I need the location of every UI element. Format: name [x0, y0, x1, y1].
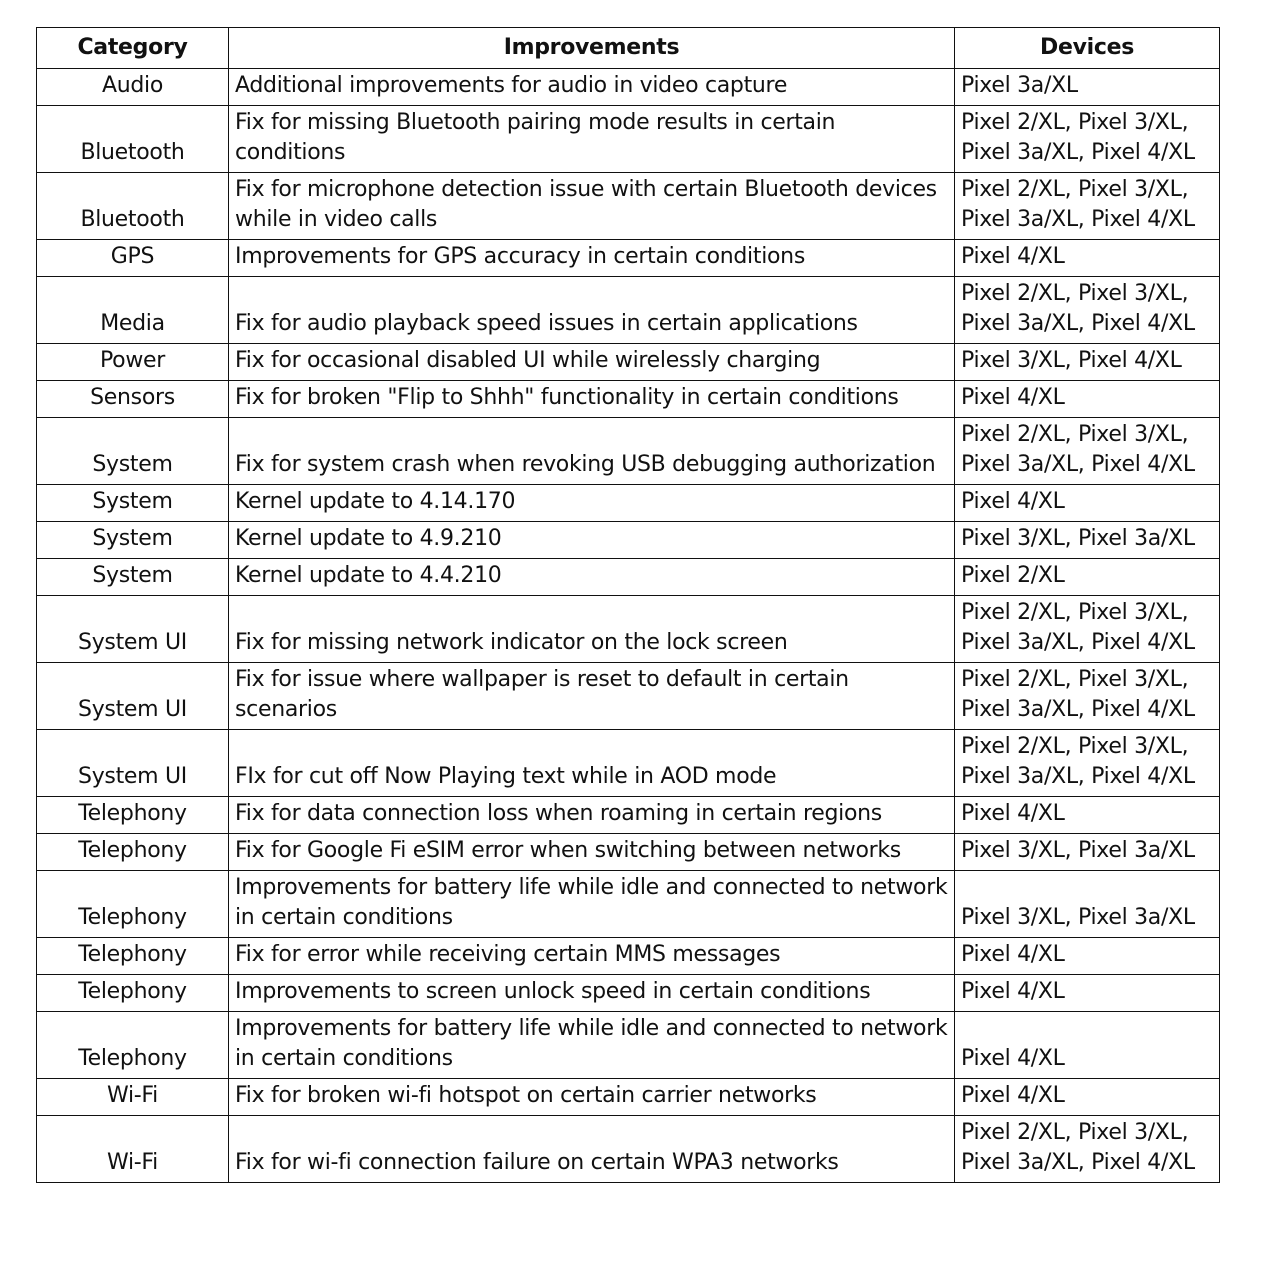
- category-cell: System UI: [36, 729, 229, 797]
- header-improvements: Improvements: [228, 27, 955, 69]
- table-row: System UI Fix for missing network indicat…: [36, 595, 1220, 663]
- devices-cell: Pixel 2/XL, Pixel 3/XL, Pixel 3a/XL, Pix…: [954, 729, 1220, 797]
- improvement-cell: Fix for wi-fi connection failure on cert…: [228, 1115, 955, 1183]
- category-cell: Telephony: [36, 937, 229, 975]
- devices-cell: Pixel 2/XL, Pixel 3/XL, Pixel 3a/XL, Pix…: [954, 662, 1220, 730]
- devices-cell: Pixel 2/XL, Pixel 3/XL, Pixel 3a/XL, Pix…: [954, 595, 1220, 663]
- improvement-cell: Kernel update to 4.4.210: [228, 558, 955, 596]
- table-row: System UI FIx for cut off Now Playing tex…: [36, 729, 1220, 797]
- table-row: Sensors Fix for broken "Flip to Shhh" fun…: [36, 380, 1220, 418]
- devices-cell: Pixel 3/XL, Pixel 3a/XL: [954, 833, 1220, 871]
- table-row: GPS Improvements for GPS accuracy in cert…: [36, 239, 1220, 277]
- improvement-cell: Kernel update to 4.14.170: [228, 484, 955, 522]
- table-row: Telephony Fix for data connection loss wh…: [36, 796, 1220, 834]
- devices-cell: Pixel 4/XL: [954, 1011, 1220, 1079]
- improvement-cell: Fix for broken wi-fi hotspot on certain …: [228, 1078, 955, 1116]
- devices-cell: Pixel 4/XL: [954, 1078, 1220, 1116]
- devices-cell: Pixel 4/XL: [954, 796, 1220, 834]
- improvements-table: Category Improvements Devices Audio Addit…: [36, 27, 1220, 1183]
- improvement-cell: Fix for missing network indicator on the…: [228, 595, 955, 663]
- table-row: Wi-Fi Fix for broken wi-fi hotspot on cer…: [36, 1078, 1220, 1116]
- table-row: Wi-Fi Fix for wi-fi connection failure on…: [36, 1115, 1220, 1183]
- category-cell: Bluetooth: [36, 105, 229, 173]
- category-cell: GPS: [36, 239, 229, 277]
- category-cell: Wi-Fi: [36, 1115, 229, 1183]
- table-row: Telephony Improvements for battery life w…: [36, 1011, 1220, 1079]
- devices-cell: Pixel 3a/XL: [954, 68, 1220, 106]
- improvement-cell: Improvements for battery life while idle…: [228, 870, 955, 938]
- header-category: Category: [36, 27, 229, 69]
- table-row: Power Fix for occasional disabled UI whil…: [36, 343, 1220, 381]
- category-cell: Wi-Fi: [36, 1078, 229, 1116]
- devices-cell: Pixel 4/XL: [954, 974, 1220, 1012]
- category-cell: Telephony: [36, 796, 229, 834]
- table-row: System Kernel update to 4.14.170 Pixel 4/X…: [36, 484, 1220, 522]
- devices-cell: Pixel 2/XL, Pixel 3/XL, Pixel 3a/XL, Pix…: [954, 1115, 1220, 1183]
- category-cell: System: [36, 558, 229, 596]
- improvement-cell: Kernel update to 4.9.210: [228, 521, 955, 559]
- table-row: Media Fix for audio playback speed issues…: [36, 276, 1220, 344]
- devices-cell: Pixel 4/XL: [954, 239, 1220, 277]
- table-row: Telephony Improvements to screen unlock s…: [36, 974, 1220, 1012]
- table-row: System Fix for system crash when revoking…: [36, 417, 1220, 485]
- category-cell: Sensors: [36, 380, 229, 418]
- improvement-cell: Improvements for battery life while idle…: [228, 1011, 955, 1079]
- table-row: System Kernel update to 4.9.210 Pixel 3/XL…: [36, 521, 1220, 559]
- improvement-cell: Fix for Google Fi eSIM error when switch…: [228, 833, 955, 871]
- devices-cell: Pixel 4/XL: [954, 484, 1220, 522]
- devices-cell: Pixel 3/XL, Pixel 4/XL: [954, 343, 1220, 381]
- table-row: Audio Additional improvements for audio i…: [36, 68, 1220, 106]
- devices-cell: Pixel 3/XL, Pixel 3a/XL: [954, 870, 1220, 938]
- devices-cell: Pixel 3/XL, Pixel 3a/XL: [954, 521, 1220, 559]
- table-body: Audio Additional improvements for audio i…: [36, 68, 1220, 1183]
- table-row: Bluetooth Fix for missing Bluetooth pairi…: [36, 105, 1220, 173]
- table-row: Bluetooth Fix for microphone detection is…: [36, 172, 1220, 240]
- improvement-cell: Improvements for GPS accuracy in certain…: [228, 239, 955, 277]
- improvement-cell: Improvements to screen unlock speed in c…: [228, 974, 955, 1012]
- header-row: Category Improvements Devices: [36, 27, 1220, 69]
- improvement-cell: FIx for cut off Now Playing text while i…: [228, 729, 955, 797]
- category-cell: Telephony: [36, 833, 229, 871]
- table-row: System UI Fix for issue where wallpaper i…: [36, 662, 1220, 730]
- category-cell: Telephony: [36, 974, 229, 1012]
- table-row: Telephony Fix for error while receiving c…: [36, 937, 1220, 975]
- devices-cell: Pixel 2/XL: [954, 558, 1220, 596]
- table-row: Telephony Improvements for battery life w…: [36, 870, 1220, 938]
- improvement-cell: Fix for error while receiving certain MM…: [228, 937, 955, 975]
- category-cell: Telephony: [36, 1011, 229, 1079]
- devices-cell: Pixel 4/XL: [954, 937, 1220, 975]
- improvement-cell: Fix for data connection loss when roamin…: [228, 796, 955, 834]
- improvement-cell: Fix for occasional disabled UI while wir…: [228, 343, 955, 381]
- category-cell: System: [36, 417, 229, 485]
- devices-cell: Pixel 2/XL, Pixel 3/XL, Pixel 3a/XL, Pix…: [954, 276, 1220, 344]
- category-cell: Power: [36, 343, 229, 381]
- category-cell: System: [36, 484, 229, 522]
- improvement-cell: Additional improvements for audio in vid…: [228, 68, 955, 106]
- improvement-cell: Fix for missing Bluetooth pairing mode r…: [228, 105, 955, 173]
- improvement-cell: Fix for issue where wallpaper is reset t…: [228, 662, 955, 730]
- improvement-cell: Fix for system crash when revoking USB d…: [228, 417, 955, 485]
- table-row: System Kernel update to 4.4.210 Pixel 2/XL: [36, 558, 1220, 596]
- category-cell: System UI: [36, 595, 229, 663]
- devices-cell: Pixel 4/XL: [954, 380, 1220, 418]
- category-cell: Media: [36, 276, 229, 344]
- category-cell: System: [36, 521, 229, 559]
- devices-cell: Pixel 2/XL, Pixel 3/XL, Pixel 3a/XL, Pix…: [954, 105, 1220, 173]
- category-cell: Bluetooth: [36, 172, 229, 240]
- header-devices: Devices: [954, 27, 1220, 69]
- improvement-cell: Fix for broken "Flip to Shhh" functional…: [228, 380, 955, 418]
- improvement-cell: Fix for microphone detection issue with …: [228, 172, 955, 240]
- devices-cell: Pixel 2/XL, Pixel 3/XL, Pixel 3a/XL, Pix…: [954, 172, 1220, 240]
- category-cell: Audio: [36, 68, 229, 106]
- category-cell: System UI: [36, 662, 229, 730]
- improvement-cell: Fix for audio playback speed issues in c…: [228, 276, 955, 344]
- table-header: Category Improvements Devices: [36, 27, 1220, 69]
- table-row: Telephony Fix for Google Fi eSIM error wh…: [36, 833, 1220, 871]
- category-cell: Telephony: [36, 870, 229, 938]
- devices-cell: Pixel 2/XL, Pixel 3/XL, Pixel 3a/XL, Pix…: [954, 417, 1220, 485]
